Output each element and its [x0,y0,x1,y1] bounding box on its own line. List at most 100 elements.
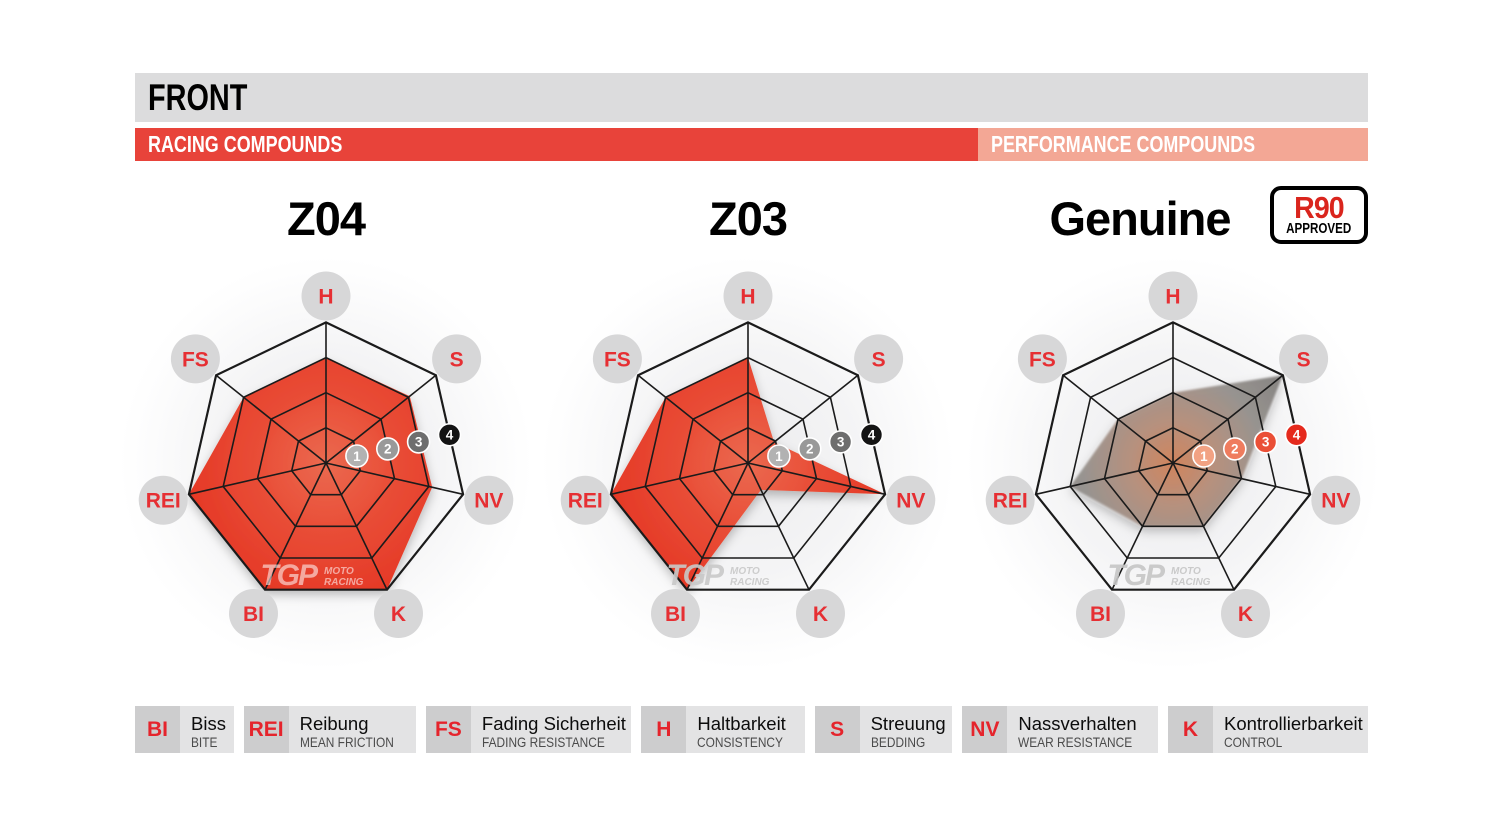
axis-label-circle-s [432,334,482,384]
axis-label-k: K [391,603,406,626]
axis-label-circle-h [301,271,351,321]
grid-spoke-fs [215,374,327,464]
axis-label-circle-rei [138,475,188,525]
grid-spoke-k [325,462,388,591]
grid-ring-4 [609,321,887,591]
legend-abbr: BI [135,706,180,753]
grid-spoke-s [1172,374,1284,464]
legend-term-en: BEDDING [870,733,925,750]
r90-badge-code: R90 [1294,189,1344,225]
grid-spoke-bi [264,462,327,591]
axis-label-circle-nv [1311,475,1361,525]
scale-marker-label: 4 [1293,428,1301,443]
watermark-line2: RACING [730,577,770,588]
axis-label-k: K [1238,603,1253,626]
axis-label-rei: REI [993,490,1028,513]
grid-spoke-bi [686,462,749,591]
axis-label-h: H [1165,286,1180,309]
axis-label-circle-k [374,589,423,638]
scale-marker-label: 2 [806,442,814,457]
watermark-logo: TGP [260,559,319,592]
scale-marker-3 [1253,430,1278,454]
grid-ring-3 [1069,356,1277,559]
legend-text: Streuung BEDDING [859,706,953,753]
legend-abbr: K [1167,706,1213,753]
legend-abbr: NV [962,706,1008,753]
legend-term-de: Biss [191,712,226,734]
scale-marker-1 [345,444,369,468]
scale-marker-3 [828,430,853,454]
scale-marker-1 [1192,444,1216,468]
axis-label-circle-fs [1017,334,1067,384]
scale-marker-2 [797,437,822,461]
grid-ring-2 [1103,391,1243,528]
section-title-bar: FRONT [135,73,1368,122]
grid-ring-3 [644,356,852,559]
legend-text: Biss BITE [180,706,234,753]
scale-marker-label: 3 [415,435,423,450]
legend-term-de: Kontrollierbarkeit [1223,712,1363,734]
axis-label-circle-fs [170,334,220,384]
axis-label-rei: REI [146,490,181,513]
grid-ring-4 [187,321,465,591]
axis-label-h: H [740,286,755,309]
axis-label-bi: BI [243,603,264,626]
axis-label-bi: BI [665,603,686,626]
grid-ring-4 [1034,321,1312,591]
compound-banner-row: RACING COMPOUNDS PERFORMANCE COMPOUNDS [135,128,1368,161]
legend-text: Fading Sicherheit FADING RESISTANCE [470,706,632,753]
legend-term-en: MEAN FRICTION [299,733,394,750]
grid-spoke-k [747,462,810,591]
grid-spoke-k [1172,462,1235,591]
section-title: FRONT [148,76,248,118]
scale-marker-label: 4 [446,428,454,443]
axis-label-s: S [450,348,464,371]
axis-label-rei: REI [568,490,603,513]
scale-marker-label: 1 [353,449,361,464]
watermark-logo: TGP [666,559,725,592]
grid-spoke-fs [637,374,749,464]
scale-marker-4 [1284,423,1309,447]
scale-marker-label: 3 [837,435,845,450]
scale-marker-4 [437,423,462,447]
grid-ring-2 [256,391,396,528]
legend-text: Haltbarkeit CONSISTENCY [686,706,805,753]
axis-label-bi: BI [1090,603,1111,626]
grid-spoke-s [325,374,437,464]
legend-text: Nassverhalten WEAR RESISTANCE [1007,706,1158,753]
grid-spoke-rei [188,462,327,496]
legend-abbr: REI [243,706,289,753]
chart-title-z04: Z04 [287,192,366,245]
data-polygon-genuine [1070,375,1283,527]
axis-label-circle-bi [1076,589,1125,638]
axis-label-circle-s [854,334,904,384]
axis-label-fs: FS [1029,348,1056,371]
scale-marker-1 [767,444,791,468]
legend: BI Biss BITE REI Reibung MEAN FRICTION FS Fadin… [135,706,1368,753]
legend-abbr: FS [425,706,471,753]
axis-label-h: H [318,286,333,309]
axis-label-circle-nv [464,475,514,525]
scale-marker-label: 2 [384,442,392,457]
watermark-line2: RACING [1171,577,1211,588]
banner-performance-compounds: PERFORMANCE COMPOUNDS [978,128,1368,161]
watermark-logo: TGP [1107,559,1166,592]
grid-spoke-nv [747,462,886,496]
banner-performance-label: PERFORMANCE COMPOUNDS [991,131,1256,157]
legend-term-de: Haltbarkeit [697,712,786,734]
legend-term-en: CONSISTENCY [697,733,784,750]
scale-marker-label: 4 [868,428,876,443]
axis-label-circle-k [796,589,845,638]
axis-label-circle-bi [651,589,700,638]
axis-label-circle-h [723,271,773,321]
axis-label-nv: NV [1321,490,1350,513]
legend-text: Reibung MEAN FRICTION [288,706,416,753]
grid-spoke-fs [1062,374,1174,464]
axis-label-nv: NV [896,490,925,513]
